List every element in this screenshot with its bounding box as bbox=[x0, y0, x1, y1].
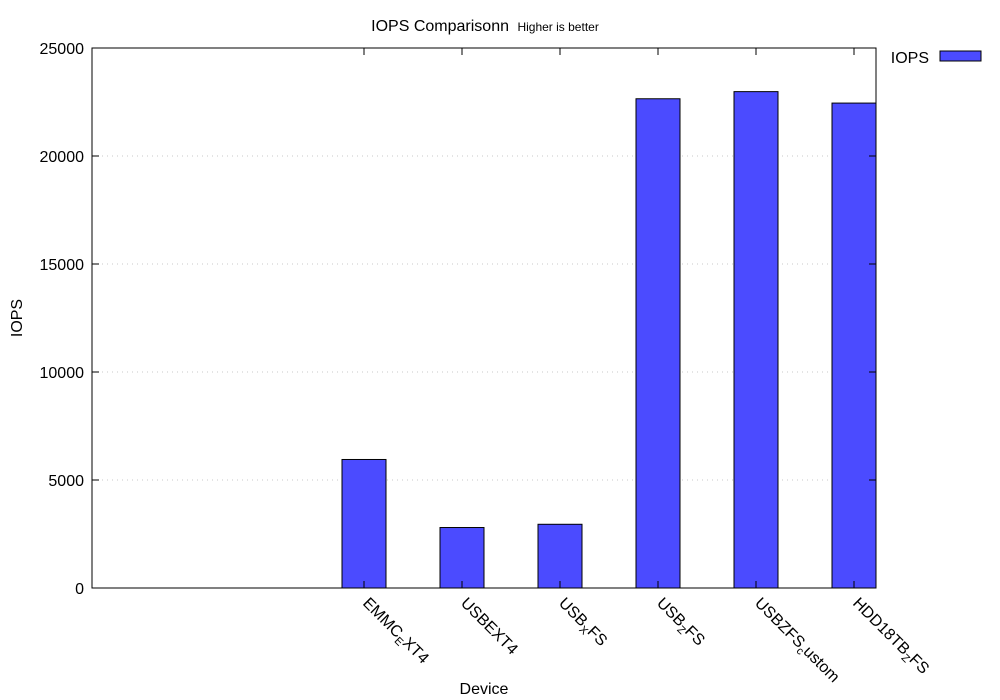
plot-frame bbox=[91, 47, 877, 589]
legend: IOPS bbox=[891, 50, 982, 67]
chart-title-group: IOPS Comparisonn Higher is better bbox=[371, 18, 599, 35]
bar bbox=[537, 523, 583, 589]
bar bbox=[439, 527, 485, 589]
x-tick-label-base: EMMC bbox=[359, 595, 406, 642]
x-tick-label: HDD18TBZFS bbox=[847, 595, 932, 680]
x-axis-label: Device bbox=[460, 681, 509, 698]
x-tick-label-rest: ustom bbox=[800, 643, 843, 686]
chart-title: IOPS Comparisonn bbox=[371, 18, 509, 35]
grid-lines bbox=[92, 155, 876, 481]
y-tick-label: 25000 bbox=[40, 41, 85, 58]
legend-label: IOPS bbox=[891, 50, 929, 67]
bar bbox=[831, 102, 877, 589]
x-tick-label: USBXFS bbox=[553, 595, 610, 652]
x-tick-label: EMMCEXT4 bbox=[357, 595, 432, 670]
bar bbox=[733, 91, 779, 589]
x-tick-label: USBZFScustom bbox=[749, 595, 842, 688]
x-tick-label: USBZFS bbox=[651, 595, 708, 652]
chart-subtitle: Higher is better bbox=[517, 20, 598, 34]
bar bbox=[635, 98, 681, 589]
legend-swatch bbox=[939, 50, 982, 62]
y-axis-ticks: 0 5000 10000 15000 20000 25000 bbox=[40, 41, 876, 598]
y-tick-label: 20000 bbox=[40, 149, 85, 166]
x-tick-label-base: USBZFS bbox=[751, 595, 808, 652]
bars bbox=[341, 91, 877, 589]
y-tick-label: 10000 bbox=[40, 365, 85, 382]
x-tick-label-base: USBEXT4 bbox=[457, 595, 521, 659]
y-tick-label: 0 bbox=[75, 581, 84, 598]
x-tick-label-base: HDD18TB bbox=[849, 595, 913, 659]
y-tick-label: 5000 bbox=[48, 473, 84, 490]
x-tick-label: USBEXT4 bbox=[457, 595, 521, 659]
y-axis-label: IOPS bbox=[9, 299, 26, 337]
bar bbox=[341, 458, 387, 589]
y-tick-label: 15000 bbox=[40, 257, 85, 274]
